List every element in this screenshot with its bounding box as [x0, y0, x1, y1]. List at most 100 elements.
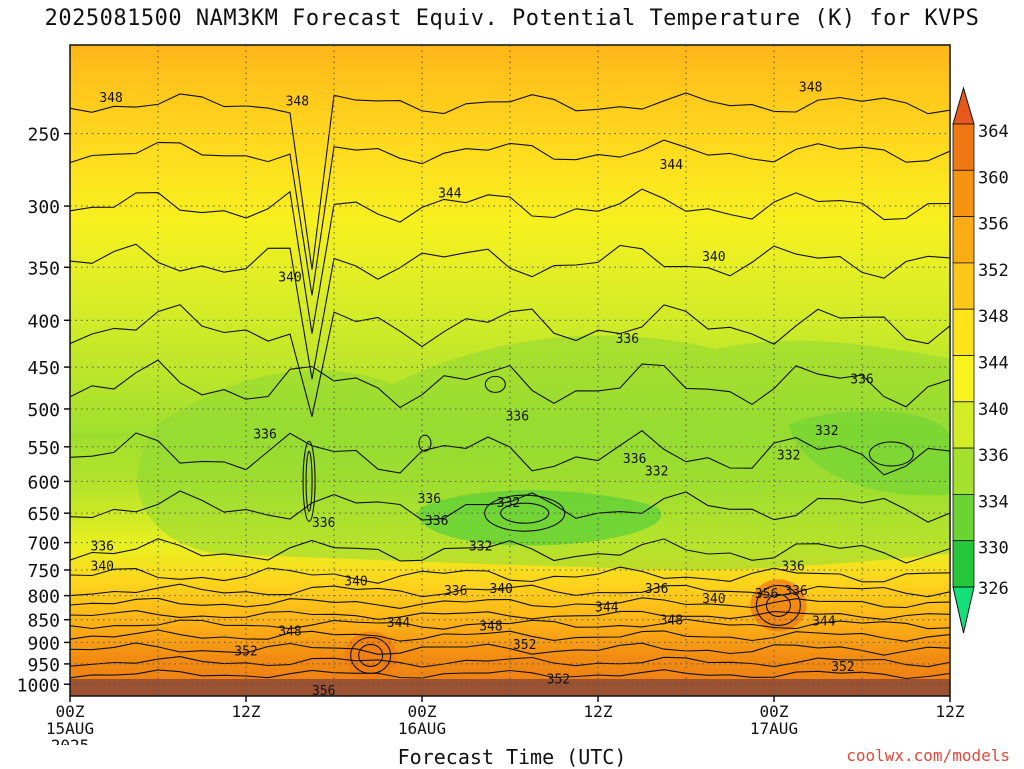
colorbar-bottom-arrow [952, 586, 975, 634]
contour-label: 336 [418, 492, 441, 507]
contour-label: 332 [469, 539, 492, 554]
x-tick-label: 00Z [56, 702, 85, 721]
contour-line [70, 92, 950, 270]
contour-label: 340 [91, 560, 114, 575]
contour-label: 348 [799, 80, 822, 95]
contour-line [70, 566, 950, 584]
contour-label: 344 [438, 187, 462, 202]
colorbar-label: 340 [978, 400, 1009, 420]
contour-line [70, 669, 950, 680]
y-tick-label: 350 [27, 258, 60, 279]
contour-label: 336 [91, 539, 114, 554]
contour-label: 336 [253, 428, 276, 443]
y-tick-label: 250 [27, 125, 60, 146]
contour-label: 336 [781, 560, 804, 575]
y-tick-label: 950 [27, 655, 60, 676]
y-tick-label: 650 [27, 504, 60, 525]
x-tick-label: 00Z [408, 702, 437, 721]
contour-label: 336 [784, 584, 807, 599]
contour-label: 336 [850, 372, 873, 387]
contour-lines [70, 92, 950, 690]
contour-label: 352 [234, 644, 257, 659]
contour-line [70, 359, 950, 409]
x-tick-label: 12Z [936, 702, 965, 721]
contour-line [70, 139, 950, 296]
contour-label: 356 [312, 684, 335, 699]
y-tick-label: 450 [27, 358, 60, 379]
x-tick-label: 12Z [232, 702, 261, 721]
colorbar-segment [952, 308, 975, 356]
contour-label: 336 [312, 516, 335, 531]
contour-label: 332 [497, 496, 520, 511]
contour-ring [755, 584, 801, 626]
colorbar-label: 326 [978, 579, 1009, 599]
contour-label: 348 [99, 91, 122, 106]
y-tick-label: 900 [27, 633, 60, 654]
x-axis-ticks: 00Z15AUG202512Z00Z16AUG12Z00Z17AUG12Z [46, 696, 965, 745]
colorbar-segment [952, 401, 975, 449]
green-core [418, 490, 662, 546]
contour-label: 340 [344, 574, 367, 589]
colorbar-segment [952, 216, 975, 264]
x-tick-label: 16AUG [398, 719, 446, 738]
contour-label: 344 [387, 616, 411, 631]
plot-area: 348 3483483443443403403363363363363363363… [69, 44, 951, 699]
contour-label: 348 [278, 624, 301, 639]
chart-title: 2025081500 NAM3KM Forecast Equiv. Potent… [44, 6, 980, 31]
y-tick-label: 300 [27, 197, 60, 218]
x-axis-label: Forecast Time (UTC) [397, 745, 627, 769]
x-tick-label: 12Z [584, 702, 613, 721]
colorbar-label: 334 [978, 492, 1009, 512]
contour-label: 336 [506, 409, 529, 424]
contour-line [70, 304, 950, 417]
contour-line [70, 642, 950, 656]
warm-spot [344, 631, 397, 680]
y-tick-label: 600 [27, 472, 60, 493]
y-tick-label: 700 [27, 534, 60, 555]
watermark: coolwx.com/models [846, 746, 1010, 765]
contour-line [70, 188, 950, 334]
contour-label: 336 [616, 332, 639, 347]
colorbar-label: 364 [978, 122, 1009, 142]
y-tick-label: 500 [27, 400, 60, 421]
colorbar-label: 348 [978, 307, 1009, 327]
colorbar-segment [952, 169, 975, 218]
colorbar-label: 330 [978, 539, 1009, 559]
contour-label: 332 [815, 424, 838, 439]
colorbar-segment [952, 355, 975, 403]
contour-label: 348 [286, 95, 309, 110]
field-layer [70, 92, 950, 696]
colorbar-segment [952, 493, 975, 542]
contour-label: 352 [831, 660, 854, 675]
y-tick-label: 750 [27, 561, 60, 582]
contour-label: 336 [623, 452, 646, 467]
x-tick-label: 15AUG [46, 719, 94, 738]
contour-line [70, 656, 950, 668]
contour-label: 352 [547, 672, 570, 687]
green-region [137, 335, 950, 571]
x-tick-label: 00Z [760, 702, 789, 721]
contour-line [70, 629, 950, 642]
contour-label: 352 [513, 638, 536, 653]
colorbar-label: 360 [978, 168, 1009, 188]
colorbar-label: 344 [978, 354, 1009, 374]
contour-ring [302, 440, 316, 522]
contour-ring [765, 593, 791, 617]
cross-section-plot: 348 3483483443443403403363363363363363363… [17, 44, 1009, 745]
ground-strip [70, 679, 950, 696]
contour-label: 344 [595, 600, 619, 615]
x-tick-label: 2025 [51, 736, 90, 745]
contour-ring [358, 643, 384, 667]
warm-spot [750, 579, 807, 632]
contour-line [70, 597, 950, 609]
colorbar-segment [952, 540, 975, 588]
contour-label: 340 [702, 592, 725, 607]
y-tick-label: 400 [27, 311, 60, 332]
contour-label: 332 [645, 465, 668, 480]
contour-label: 340 [278, 270, 301, 285]
contour-ring [350, 636, 392, 674]
contour-ring [868, 441, 914, 467]
contour-label: 344 [812, 615, 836, 630]
y-tick-label: 550 [27, 438, 60, 459]
y-tick-label: 850 [27, 611, 60, 632]
